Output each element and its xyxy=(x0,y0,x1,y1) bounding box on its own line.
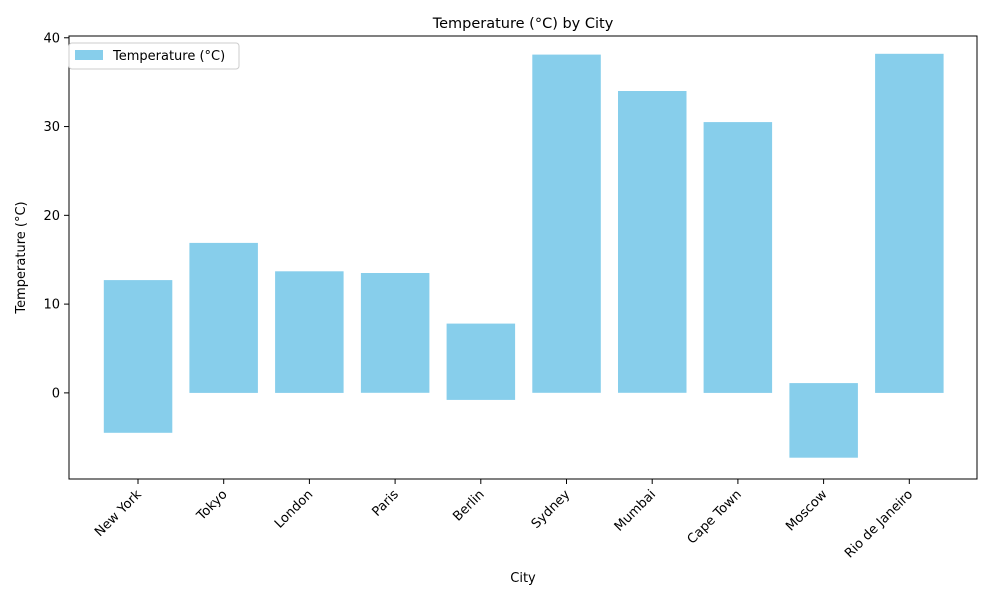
y-axis: 0 10 20 30 40 xyxy=(43,31,69,401)
x-tick-label: Paris xyxy=(369,487,402,520)
x-tick-label: Mumbai xyxy=(612,487,659,534)
y-axis-label: Temperature (°C) xyxy=(14,201,29,314)
x-tick-label: Cape Town xyxy=(685,487,745,547)
legend-frame xyxy=(68,42,240,70)
legend-label: Temperature (°C) xyxy=(112,49,225,64)
x-tick-label: Berlin xyxy=(450,487,487,524)
legend-swatch xyxy=(75,50,103,60)
bar-berlin xyxy=(446,323,516,400)
bar-paris xyxy=(360,273,430,393)
x-tick-label: New York xyxy=(92,487,145,540)
bar-tokyo xyxy=(189,242,258,393)
x-tick-label: London xyxy=(272,487,316,531)
x-tick-label: Moscow xyxy=(783,487,830,534)
bar-moscow xyxy=(789,383,858,458)
chart-title: Temperature (°C) by City xyxy=(432,16,614,32)
y-tick-label: 10 xyxy=(43,298,60,313)
x-axis-label: City xyxy=(510,571,536,586)
x-tick-label: Tokyo xyxy=(193,487,230,524)
bars-layer xyxy=(103,53,944,458)
y-tick-label: 40 xyxy=(43,31,60,46)
bar-mumbai xyxy=(618,91,687,393)
plot-frame xyxy=(68,35,978,480)
bar-cape-town xyxy=(703,122,773,393)
x-tick-label: Rio de Janeiro xyxy=(842,487,916,561)
x-tick-label: Sydney xyxy=(529,487,574,532)
bar-sydney xyxy=(532,54,601,393)
y-tick-label: 0 xyxy=(52,386,60,401)
bar-london xyxy=(275,271,344,393)
y-tick-label: 30 xyxy=(43,120,60,135)
y-tick-label: 20 xyxy=(43,209,60,224)
bar-new-york xyxy=(103,280,173,433)
bar-rio-de-janeiro xyxy=(875,53,944,393)
legend: Temperature (°C) xyxy=(68,42,240,70)
x-axis: New York Tokyo London Paris Berlin Sydney Mumb… xyxy=(92,479,916,561)
